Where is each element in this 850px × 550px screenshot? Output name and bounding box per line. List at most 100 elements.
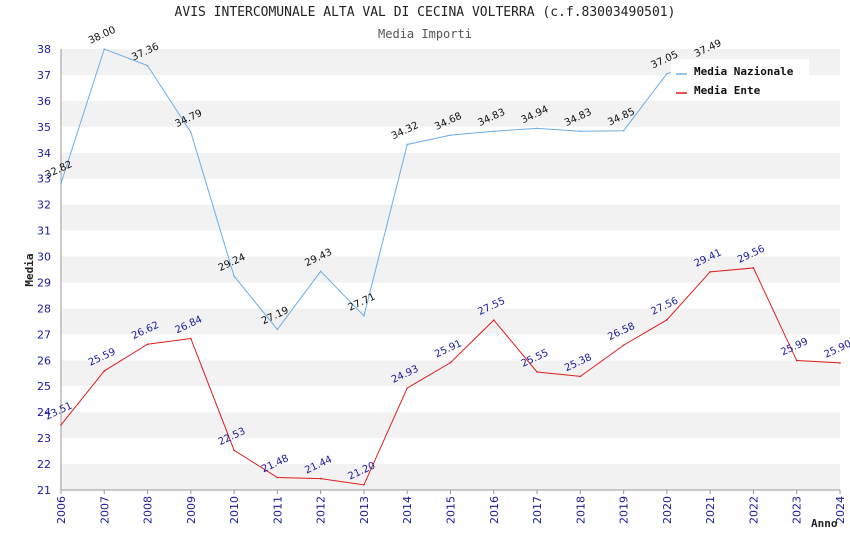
x-tick-label: 2014 (401, 496, 414, 524)
data-point (146, 343, 149, 346)
y-tick-label: 31 (37, 225, 51, 238)
data-point (622, 129, 625, 132)
x-tick-label: 2012 (315, 496, 328, 524)
y-tick-label: 36 (37, 95, 51, 108)
y-tick-label: 29 (37, 276, 51, 289)
data-point (60, 424, 62, 426)
legend-box (671, 59, 809, 101)
grid-band (61, 308, 840, 335)
series-line-0 (60, 48, 711, 331)
x-tick-label: 2020 (661, 496, 674, 524)
x-tick-label: 2013 (358, 496, 371, 524)
x-tick-label: 2015 (445, 496, 458, 524)
grid-band (61, 256, 840, 283)
y-tick-label: 26 (37, 354, 51, 367)
data-point (839, 362, 841, 364)
grid-band (61, 282, 840, 309)
grid-band (61, 100, 840, 127)
grid-bands (60, 49, 840, 491)
x-tick-label: 2011 (271, 496, 284, 524)
data-label: 38.00 (87, 25, 118, 47)
data-point (536, 127, 538, 130)
y-tick-label: 21 (37, 484, 51, 497)
y-axis-ticks: 21 22 23 24 25 26 27 28 29 30 31 32 33 34 35 36 37 38 (37, 43, 51, 497)
data-point (233, 275, 235, 278)
data-point (103, 370, 106, 372)
x-tick-label: 2021 (704, 496, 717, 524)
x-tick-label: 2008 (142, 496, 155, 524)
legend: Media Nazionale Media Ente (671, 59, 809, 101)
data-point (666, 319, 668, 321)
data-point (536, 371, 538, 373)
data-point (60, 182, 62, 185)
y-tick-label: 24 (37, 406, 51, 419)
y-tick-label: 23 (37, 432, 51, 445)
x-tick-label: 2017 (531, 496, 544, 524)
x-tick-label: 2019 (618, 496, 631, 524)
grid-band (61, 178, 840, 205)
x-tick-label: 2010 (228, 496, 241, 524)
data-point (319, 477, 322, 480)
data-point (146, 64, 149, 67)
data-point (276, 476, 279, 479)
data-point (190, 337, 192, 340)
y-tick-label: 25 (37, 380, 51, 393)
x-axis-ticks: 2006 2007 2008 2009 2010 2011 2012 2013 2014 2015… (55, 490, 847, 524)
y-tick-label: 35 (37, 121, 51, 134)
grid-band (61, 152, 840, 179)
y-tick-label: 30 (37, 251, 51, 264)
data-point (319, 270, 322, 273)
data-point (233, 449, 235, 452)
x-tick-label: 2016 (488, 496, 501, 524)
grid-band (61, 204, 840, 231)
y-tick-label: 33 (37, 173, 51, 186)
data-point (363, 484, 365, 486)
data-point (363, 315, 365, 317)
data-point (103, 48, 106, 50)
legend-label: Media Ente (694, 84, 761, 97)
y-tick-label: 27 (37, 328, 51, 341)
data-point (666, 72, 668, 75)
grid-band (61, 360, 840, 387)
y-tick-label: 32 (37, 199, 51, 212)
data-point (709, 271, 711, 273)
grid-band (61, 126, 840, 153)
series-lines (60, 48, 841, 486)
x-axis-label: Anno (811, 517, 838, 530)
chart-title: AVIS INTERCOMUNALE ALTA VAL DI CECINA VO… (174, 5, 676, 20)
data-point (449, 361, 452, 364)
data-point (579, 375, 582, 378)
x-tick-label: 2022 (747, 496, 760, 524)
data-point (492, 319, 495, 321)
grid-band (61, 412, 840, 439)
data-point (752, 267, 755, 269)
x-tick-label: 2009 (185, 496, 198, 524)
x-tick-label: 2007 (98, 496, 111, 524)
y-tick-label: 28 (37, 302, 51, 315)
y-axis-label: Media (23, 253, 36, 286)
data-point (276, 328, 279, 331)
data-point (406, 387, 409, 389)
data-point (190, 131, 192, 134)
grid-band (61, 438, 840, 465)
chart-subtitle: Media Importi (378, 27, 472, 41)
y-tick-label: 34 (37, 147, 51, 160)
data-point (406, 143, 409, 146)
x-tick-label: 2018 (574, 496, 587, 524)
legend-label: Media Nazionale (694, 65, 794, 78)
x-tick-label: 2024 (834, 496, 847, 524)
y-tick-label: 22 (37, 458, 51, 471)
x-tick-label: 2006 (55, 496, 68, 524)
data-point (795, 359, 798, 362)
data-point (492, 130, 495, 133)
y-tick-label: 38 (37, 43, 51, 56)
data-point (449, 134, 452, 136)
data-point (579, 130, 582, 133)
grid-band (61, 230, 840, 257)
grid-band (61, 464, 840, 490)
y-tick-label: 37 (37, 69, 51, 82)
x-tick-label: 2023 (791, 496, 804, 524)
grid-band (61, 386, 840, 413)
data-point (622, 344, 625, 347)
